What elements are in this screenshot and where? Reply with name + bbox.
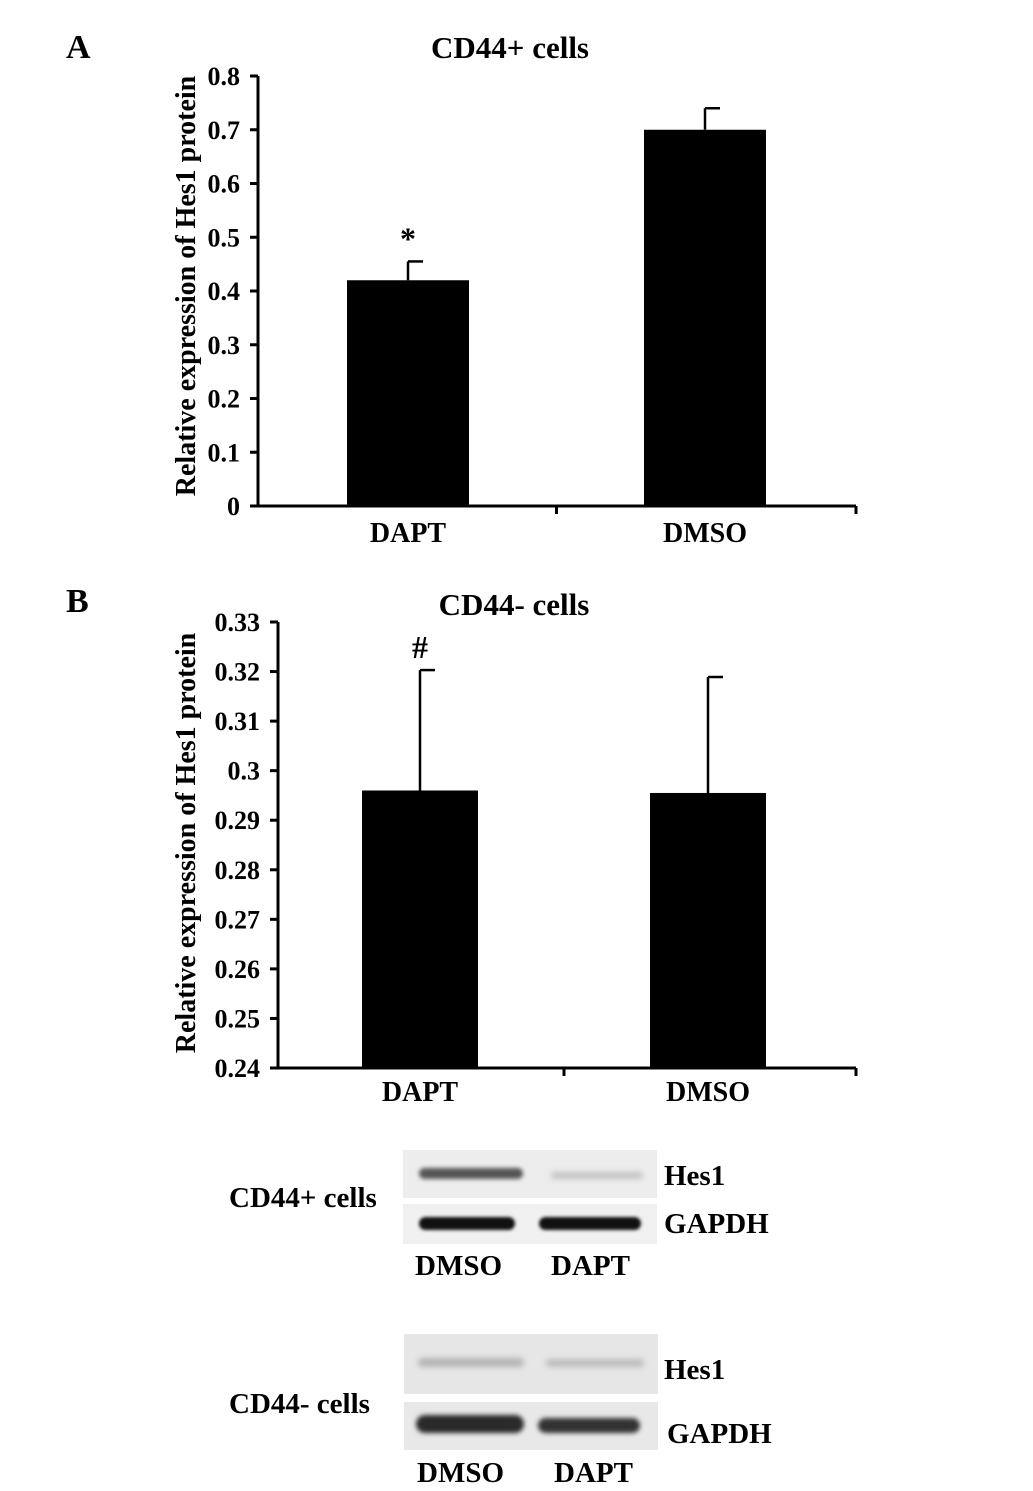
blot-2-hes1-band-dapt (546, 1359, 644, 1367)
y-tick-label: 0.24 (215, 1054, 261, 1083)
blot-2-band-label-hes1: Hes1 (664, 1354, 726, 1386)
panel-a-chart: A CD44+ cells Relative expression of Hes… (66, 29, 858, 549)
y-tick-label: 0.4 (208, 277, 241, 306)
y-tick-label: 0.7 (208, 116, 241, 145)
blot-2-gapdh-band-image (404, 1402, 658, 1450)
blot-2-group-label: CD44- cells (229, 1388, 370, 1420)
blot-1-band-label-hes1: Hes1 (664, 1160, 726, 1192)
y-tick-label: 0.31 (215, 707, 261, 736)
blot-2-hes1-band-dmso (418, 1358, 524, 1367)
panel-a-label: A (66, 29, 91, 66)
x-category-label-dapt: DAPT (382, 1077, 459, 1108)
blot-1-hes1-band-dapt (551, 1172, 643, 1179)
blot-2-hes1-band-image (404, 1334, 658, 1394)
y-tick-label: 0 (227, 492, 240, 521)
y-tick-label: 0.2 (208, 385, 241, 414)
blot-2-lane-label-dapt: DAPT (554, 1457, 633, 1489)
blot-2-gapdh-band-dapt (538, 1418, 640, 1433)
x-category-label-dmso: DMSO (663, 518, 747, 549)
y-tick-label: 0.26 (215, 955, 261, 984)
y-tick-label: 0.33 (215, 608, 261, 637)
y-tick-label: 0.29 (215, 806, 261, 835)
y-tick-label: 0.6 (208, 170, 241, 199)
blot-1-lane-label-dmso: DMSO (415, 1250, 502, 1282)
blot-1-gapdh-band-image (403, 1204, 657, 1244)
bar-dapt (362, 790, 478, 1068)
blot-1-hes1-band-dmso (419, 1168, 523, 1179)
x-category-label-dapt: DAPT (370, 518, 447, 549)
panel-b-y-axis-label: Relative expression of Hes1 protein (171, 632, 202, 1053)
y-tick-label: 0.27 (215, 905, 261, 934)
bar-dmso (644, 129, 766, 506)
y-tick-label: 0.3 (228, 757, 261, 786)
blot-1-gapdh-band-dapt (539, 1217, 641, 1230)
blot-1-gapdh-band-dmso (419, 1217, 515, 1230)
y-tick-label: 0.3 (208, 331, 241, 360)
blot-2-lane-label-dmso: DMSO (417, 1457, 504, 1489)
y-tick-label: 0.5 (208, 223, 241, 252)
panel-b-plot: 0.24 0.25 0.26 0.27 0.28 0.29 0.3 0.31 0.32 0.33 #… (215, 608, 858, 1108)
blot-1-lane-label-dapt: DAPT (551, 1250, 630, 1282)
blot-1-hes1-band-image (403, 1150, 657, 1198)
bar-dapt (347, 280, 469, 506)
bar-dmso (650, 792, 766, 1068)
panel-b-title: CD44- cells (439, 587, 590, 622)
panel-b-chart: B CD44- cells Relative expression of Hes… (66, 583, 858, 1108)
significance-marker: # (412, 629, 428, 665)
y-tick-label: 0.28 (215, 856, 261, 885)
x-category-label-dmso: DMSO (666, 1077, 750, 1108)
blot-2-gapdh-band-dmso (416, 1415, 524, 1433)
significance-marker: * (400, 220, 416, 256)
y-tick-label: 0.8 (208, 62, 241, 91)
y-tick-label: 0.32 (215, 658, 261, 687)
panel-a-plot: 0 0.1 0.2 0.3 0.4 0.5 0.6 0.7 0.8 * DAPT DMSO (208, 62, 858, 549)
panel-b-label: B (66, 583, 89, 620)
panel-a-title: CD44+ cells (431, 30, 589, 65)
y-tick-label: 0.1 (208, 438, 241, 467)
panel-a-y-axis-label: Relative expression of Hes1 protein (171, 75, 202, 496)
blot-1-group-label: CD44+ cells (229, 1182, 377, 1214)
blot-2-band-label-gapdh: GAPDH (667, 1418, 772, 1450)
blot-1-band-label-gapdh: GAPDH (664, 1208, 769, 1240)
y-tick-label: 0.25 (215, 1004, 261, 1033)
